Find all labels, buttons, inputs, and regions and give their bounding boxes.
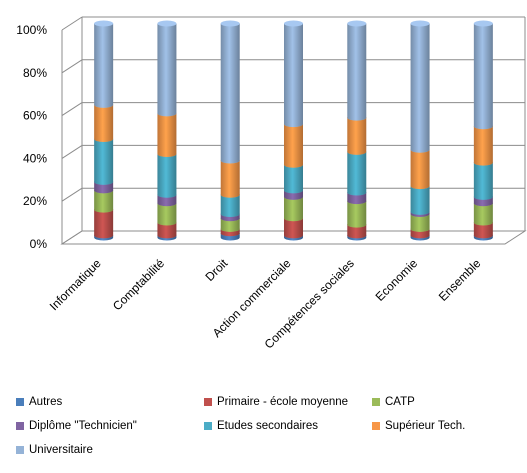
legend-label: Universitaire <box>29 444 93 456</box>
bar-segment <box>410 146 430 190</box>
legend-label: Supérieur Tech. <box>385 420 466 432</box>
gridline-side <box>61 144 83 159</box>
legend-item: Diplôme "Technicien" <box>16 420 137 432</box>
bar-segment <box>220 157 240 198</box>
bar-segment <box>94 101 114 143</box>
legend-swatch <box>372 422 380 430</box>
floor <box>60 230 527 245</box>
bar-segment <box>473 123 493 166</box>
legend-item: Primaire - école moyenne <box>204 396 348 408</box>
legend-item: CATP <box>372 396 415 408</box>
y-tick-label: 60% <box>23 109 47 123</box>
bar-segment <box>94 20 114 108</box>
legend-swatch <box>204 422 212 430</box>
bar-segment <box>347 114 367 155</box>
gridline-side <box>61 102 83 117</box>
bar-segment <box>473 159 493 200</box>
y-tick-label: 40% <box>23 151 47 165</box>
gridline-side <box>61 16 83 31</box>
y-tick-label: 0% <box>30 237 48 251</box>
legend-label: Etudes secondaires <box>217 420 319 432</box>
legend-item: Etudes secondaires <box>204 420 318 432</box>
x-tick-label: Informatique <box>47 256 104 313</box>
legend-label: Autres <box>29 396 63 408</box>
bar-segment <box>347 20 367 121</box>
x-tick-label: Comptabilité <box>110 256 167 313</box>
y-tick-label: 80% <box>23 66 47 80</box>
gridline-side <box>61 187 83 202</box>
bar-segment <box>157 20 177 117</box>
x-tick-label: Ensemble <box>436 256 484 304</box>
bar-segment <box>94 136 114 185</box>
legend-swatch <box>16 446 24 454</box>
legend-item: Supérieur Tech. <box>372 420 465 432</box>
bar-segment <box>157 110 177 158</box>
legend-swatch <box>16 422 24 430</box>
legend-swatch <box>16 398 24 406</box>
bar-segment <box>220 20 240 164</box>
bar-segment <box>157 151 177 198</box>
bar-segment <box>410 20 430 153</box>
legend-label: CATP <box>385 396 415 408</box>
legend-label: Diplôme "Technicien" <box>29 420 137 432</box>
x-tick-label: Economie <box>373 256 421 304</box>
legend-item: Universitaire <box>16 444 93 456</box>
gridline-side <box>61 59 83 74</box>
x-tick-label: Droit <box>203 256 231 284</box>
bar-segment <box>347 148 367 196</box>
legend-swatch <box>204 398 212 406</box>
legend-item: Autres <box>16 396 62 408</box>
y-tick-label: 100% <box>16 23 47 37</box>
bar-segment <box>473 20 493 130</box>
bar-segment <box>284 121 303 168</box>
bar-segment <box>284 20 303 128</box>
legend-swatch <box>372 398 380 406</box>
legend-label: Primaire - école moyenne <box>217 396 349 408</box>
y-tick-label: 20% <box>23 194 47 208</box>
